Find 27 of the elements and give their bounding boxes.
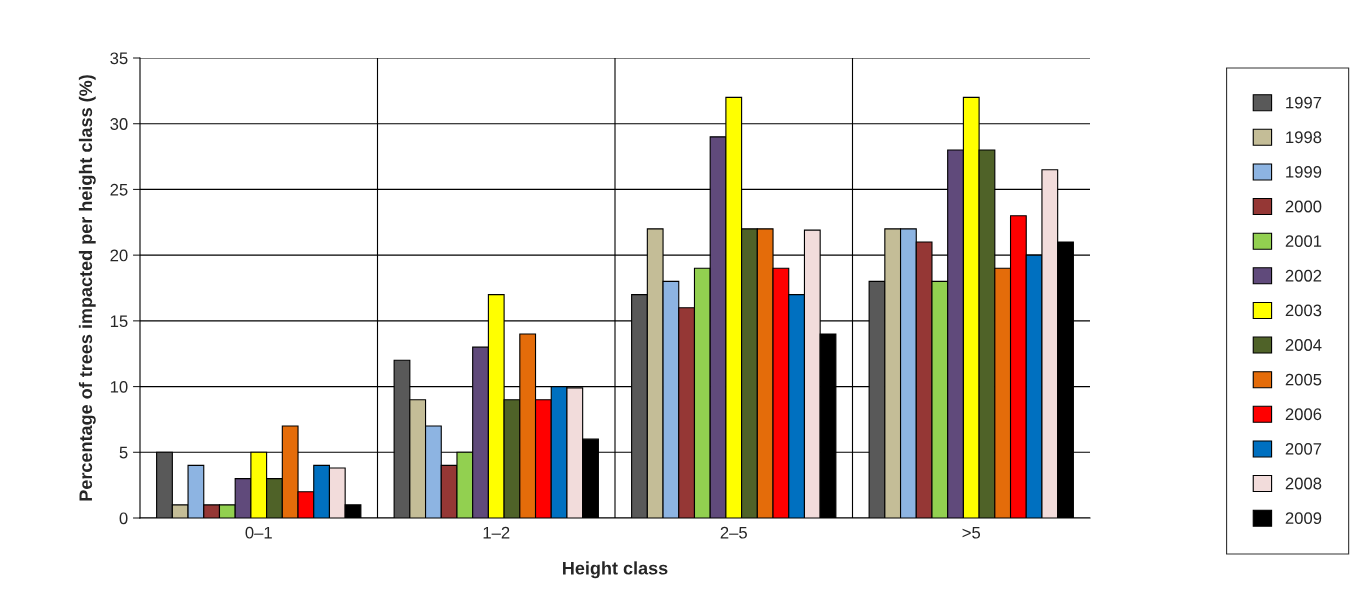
y-axis-title: Percentage of trees impacted per height class (%) [78, 75, 96, 501]
legend-label: 1997 [1286, 96, 1322, 109]
x-tick-label: 2–5 [720, 526, 747, 539]
x-axis-title: Height class [563, 561, 668, 579]
legend-label: 2005 [1285, 373, 1322, 386]
y-tick-label: 25 [110, 183, 128, 196]
legend-label: 2007 [1285, 442, 1322, 455]
y-tick-label: 10 [110, 380, 128, 393]
x-tick-label: >5 [962, 526, 981, 539]
x-tick-label: 0–1 [245, 526, 272, 539]
legend-label: 2003 [1285, 304, 1322, 317]
legend-label: 2009 [1285, 512, 1322, 525]
y-tick-label: 0 [119, 512, 128, 525]
legend-label: 2001 [1285, 235, 1322, 248]
legend-label: 2008 [1285, 477, 1322, 490]
legend-label: 1999 [1286, 165, 1322, 178]
legend-label: 2006 [1285, 408, 1322, 421]
y-tick-label: 35 [110, 52, 128, 65]
y-tick-label: 30 [110, 118, 128, 130]
legend-label: 2000 [1285, 200, 1322, 213]
y-tick-label: 15 [110, 315, 128, 328]
legend-label: 2002 [1285, 269, 1322, 282]
y-tick-label: 20 [110, 249, 128, 262]
legend-label: 2004 [1285, 339, 1322, 351]
legend-label: 1998 [1286, 131, 1322, 144]
y-tick-label: 5 [119, 446, 128, 459]
x-tick-label: 1–2 [483, 526, 510, 539]
